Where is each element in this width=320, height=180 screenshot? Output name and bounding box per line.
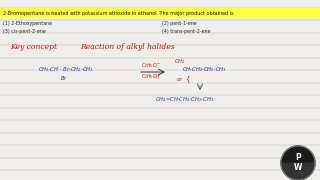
- Text: Reaction of alkyl halides: Reaction of alkyl halides: [80, 43, 175, 51]
- Text: $\mathit{CH_3}$-$\mathit{CH}$ - $\mathit{Br}$-$\mathit{CH_2}$-$\mathit{CH_3}$: $\mathit{CH_3}$-$\mathit{CH}$ - $\mathit…: [38, 66, 94, 75]
- Text: $\mathit{or}$: $\mathit{or}$: [176, 75, 184, 83]
- Bar: [0, 8, 320, 18]
- Polygon shape: [281, 146, 315, 180]
- Text: (3) cis-pent-2-ene: (3) cis-pent-2-ene: [3, 30, 46, 35]
- Text: {: {: [185, 76, 189, 82]
- Text: (2) pent-1-ene: (2) pent-1-ene: [162, 21, 197, 26]
- Text: W: W: [294, 163, 302, 172]
- Text: $\mathit{C_2H_5O^-}$: $\mathit{C_2H_5O^-}$: [141, 62, 161, 70]
- Text: $\mathit{CH_2}$=$\mathit{CH}$-$\mathit{CH_2}$-$\mathit{CH_2}$-$\mathit{CH_3}$: $\mathit{CH_2}$=$\mathit{CH}$-$\mathit{C…: [155, 96, 214, 104]
- Text: P: P: [295, 154, 301, 163]
- Text: $\mathit{C_2H_5OH}$: $\mathit{C_2H_5OH}$: [141, 73, 161, 81]
- Text: 2-Bromopentane is heated with potassium ethoxide in ethanol. The major product o: 2-Bromopentane is heated with potassium …: [3, 10, 234, 15]
- Text: $\mathit{CH}$-$\mathit{CH_2}$-$\mathit{CH_2}$-$\mathit{CH_3}$: $\mathit{CH}$-$\mathit{CH_2}$-$\mathit{C…: [182, 66, 227, 75]
- Text: $\mathit{Br}$: $\mathit{Br}$: [60, 74, 68, 82]
- Text: (4) trans-pent-2-ene: (4) trans-pent-2-ene: [162, 30, 211, 35]
- Text: Key concept: Key concept: [10, 43, 57, 51]
- Text: (1) 2-Ethoxypentane: (1) 2-Ethoxypentane: [3, 21, 52, 26]
- Text: $\mathit{CH_2}$: $\mathit{CH_2}$: [174, 58, 186, 66]
- Polygon shape: [282, 163, 314, 179]
